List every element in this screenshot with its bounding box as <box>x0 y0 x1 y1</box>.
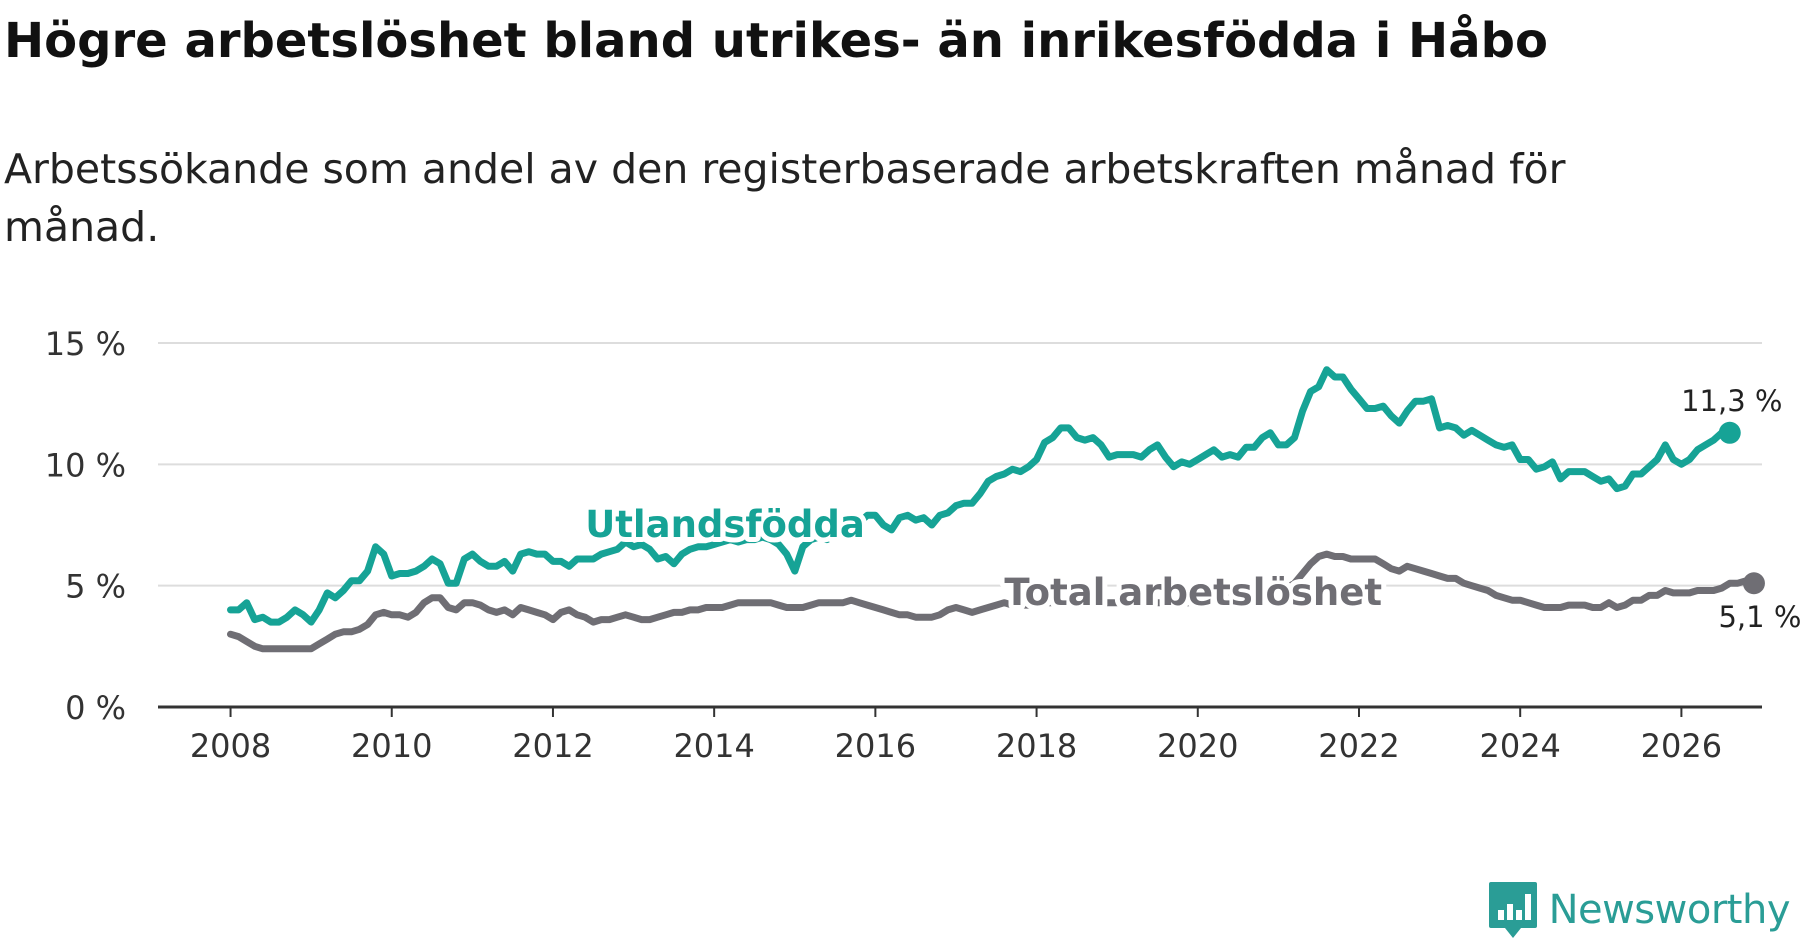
series-end-point <box>1742 572 1765 595</box>
chart-subtitle: Arbetssökande som andel av den registerb… <box>4 145 1566 251</box>
x-tick-label: 2012 <box>512 727 593 765</box>
y-tick-label: 15 % <box>45 325 126 363</box>
y-tick-label: 5 % <box>65 568 126 606</box>
end-value-label: 11,3 % <box>1681 384 1782 418</box>
series-line-0 <box>227 366 1734 626</box>
y-tick-label: 0 % <box>65 689 126 727</box>
series-end-point <box>1718 421 1741 444</box>
series-label-total: Total arbetslöshet <box>1004 571 1382 614</box>
brand-name: Newsworthy <box>1548 887 1791 933</box>
series-label-utlandsfodda: Utlandsfödda <box>585 503 865 546</box>
x-tick-label: 2020 <box>1157 727 1238 765</box>
end-value-label: 5,1 % <box>1718 600 1800 634</box>
series-labels: 11,3 % 5,1 % Utlandsfödda Total arbetslöshe… <box>580 380 1800 638</box>
gridlines <box>158 342 1762 587</box>
x-tick-label: 2014 <box>673 727 754 765</box>
x-tick-label: 2010 <box>351 727 432 765</box>
newsworthy-chart-logo-icon <box>1488 882 1537 938</box>
newsworthy-logo: Newsworthy <box>1487 872 1791 948</box>
series-line-1 <box>227 550 1758 653</box>
x-axis: 2008 2010 2012 2014 2016 2018 2020 2022 2024 2026 <box>158 705 1762 765</box>
y-tick-label: 10 % <box>45 446 126 484</box>
x-tick-label: 2024 <box>1479 727 1560 765</box>
x-tick-label: 2018 <box>996 727 1077 765</box>
y-axis-ticks: 0 % 5 % 10 % 15 % <box>45 325 126 727</box>
x-tick-label: 2016 <box>835 727 916 765</box>
series-lines <box>227 366 1765 653</box>
x-tick-label: 2026 <box>1641 727 1722 765</box>
x-tick-label: 2008 <box>190 727 271 765</box>
x-tick-label: 2022 <box>1318 727 1399 765</box>
chart-title: Högre arbetslöshet bland utrikes- än inr… <box>4 13 1548 69</box>
